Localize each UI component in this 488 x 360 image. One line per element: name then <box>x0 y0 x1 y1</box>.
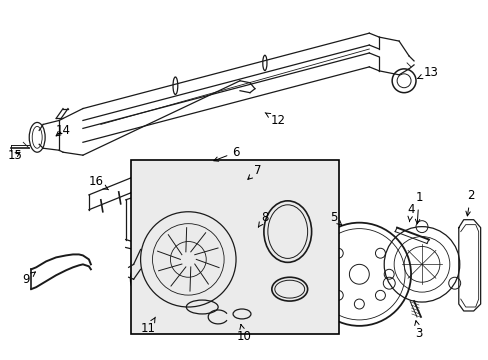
Text: 3: 3 <box>414 321 422 340</box>
Text: 15: 15 <box>8 149 23 162</box>
Text: 12: 12 <box>264 113 285 127</box>
Text: 5: 5 <box>329 211 341 225</box>
Text: 14: 14 <box>56 124 70 137</box>
Text: 16: 16 <box>88 175 108 190</box>
Text: 7: 7 <box>247 163 261 179</box>
Text: 13: 13 <box>417 66 437 79</box>
Text: 1: 1 <box>414 192 422 224</box>
Text: 11: 11 <box>141 317 156 336</box>
Text: 6: 6 <box>213 146 239 161</box>
Bar <box>130 160 339 334</box>
Text: 8: 8 <box>258 211 268 227</box>
Text: 10: 10 <box>236 324 251 343</box>
Text: 9: 9 <box>22 272 35 286</box>
Text: 2: 2 <box>465 189 473 216</box>
Text: 4: 4 <box>407 203 414 222</box>
